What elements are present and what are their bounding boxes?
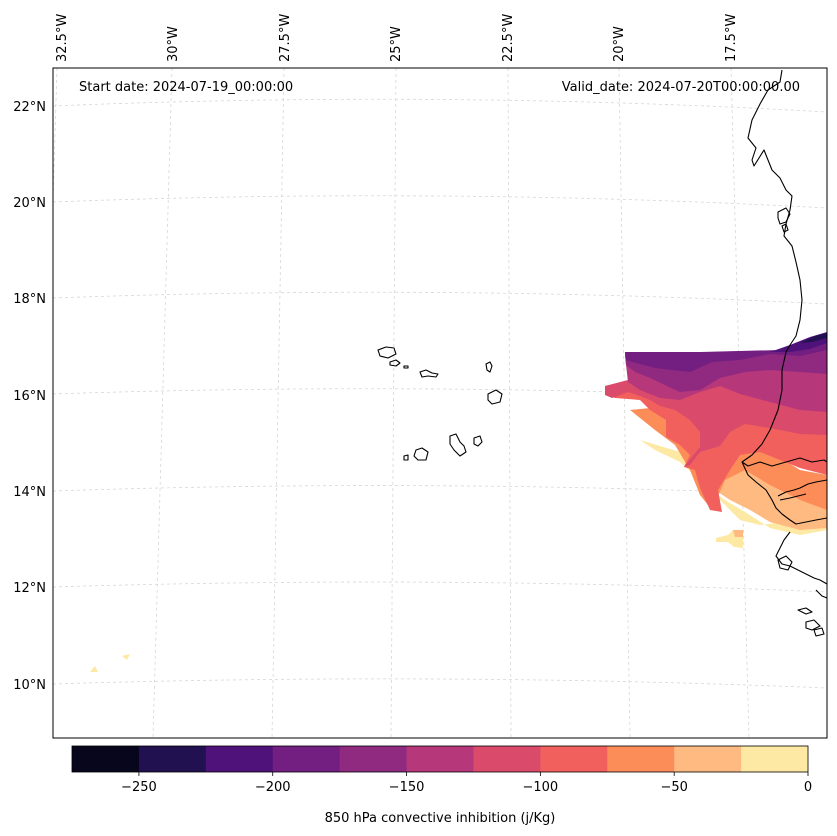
colorbar: −250 −200 −150 −100 −50 0 850 hPa convective …: [71, 745, 812, 826]
colorbar-swatch: [272, 746, 341, 772]
lat-label: 10°N: [13, 678, 46, 693]
meridian-22-5w: [507, 67, 512, 739]
africa-coastline: [741, 69, 828, 467]
cape-verde-fogo: [413, 447, 429, 461]
lon-label: 17.5°W: [724, 14, 739, 62]
lon-label: 32.5°W: [55, 14, 70, 62]
contour-level-175-200: [625, 336, 827, 372]
meridian-32-5w: [52, 67, 58, 201]
valid-date-annotation: Valid_date: 2024-07-20T00:00:00.00: [562, 80, 800, 95]
cape-verde-boa-vista: [487, 389, 503, 405]
lon-label: 22.5°W: [501, 14, 516, 62]
meridian-30w: [152, 67, 173, 739]
colorbar-frame: [71, 745, 809, 773]
colorbar-swatch: [339, 746, 408, 772]
lon-labels: 32.5°W 30°W 27.5°W 25°W 22.5°W 20°W 17.5…: [55, 14, 739, 62]
lat-labels: 22°N 20°N 18°N 16°N 14°N 12°N 10°N: [13, 100, 46, 693]
lat-label: 14°N: [13, 485, 46, 500]
meridian-20w: [618, 67, 631, 739]
cape-verde-sal: [485, 361, 493, 373]
lat-label: 20°N: [13, 196, 46, 211]
colorbar-tick-label: −100: [523, 780, 559, 795]
colorbar-swatch: [205, 746, 274, 772]
colorbar-swatch: [72, 746, 140, 772]
parallel-16n: [52, 388, 828, 401]
start-date-annotation: Start date: 2024-07-19_00:00:00: [79, 80, 293, 95]
meridian-25w: [390, 67, 397, 739]
lon-label: 30°W: [166, 26, 181, 62]
colorbar-ticks: −250 −200 −150 −100 −50 0: [121, 772, 812, 795]
colorbar-swatch: [473, 746, 541, 772]
colorbar-tick-label: −250: [121, 780, 157, 795]
colorbar-swatch: [540, 746, 608, 772]
lon-label: 20°W: [612, 26, 627, 62]
guinea-coast-south: [815, 589, 828, 599]
parallel-18n: [52, 291, 828, 305]
lat-label: 12°N: [13, 581, 46, 596]
colorbar-swatch: [138, 746, 207, 772]
parallel-12n: [52, 581, 828, 593]
lon-label: 27.5°W: [278, 14, 293, 62]
map-frame: [52, 67, 828, 739]
coastlines: [377, 69, 828, 637]
cape-verde-maio: [473, 435, 483, 447]
colorbar-tick-label: 0: [804, 780, 812, 795]
colorbar-tick-label: −200: [255, 780, 291, 795]
cape-verde-sao-nicolau: [419, 369, 439, 378]
cape-verde-brava: [403, 454, 409, 461]
cin-contours: [90, 332, 827, 672]
colorbar-tick-label: −50: [660, 780, 687, 795]
contour-level-200-225: [770, 332, 827, 352]
meridian-17-5w: [730, 67, 750, 739]
bijagos-islands: [797, 607, 825, 637]
gambia-river: [777, 479, 828, 497]
colorbar-swatch: [406, 746, 474, 772]
parallel-20n: [52, 195, 828, 209]
parallel-14n: [52, 485, 828, 497]
contour-small-patch-south-edge: [733, 530, 743, 537]
parallel-10n: [52, 678, 828, 689]
colorbar-swatches: [72, 746, 809, 772]
parallel-22n: [52, 98, 828, 113]
contour-level-225-250: [800, 333, 827, 343]
senegal-gambia-coast: [741, 461, 828, 525]
lon-label: 25°W: [389, 26, 404, 62]
graticule: [52, 67, 828, 739]
lat-label: 16°N: [13, 389, 46, 404]
gambia-river-south: [779, 493, 807, 501]
cape-verde-santo-antao: [377, 346, 397, 359]
guinea-bissau-islands: [777, 555, 793, 571]
cape-verde-santiago: [449, 433, 467, 457]
contour-small-patch-west-a: [90, 666, 98, 672]
meridian-27-5w: [271, 67, 285, 739]
lat-label: 22°N: [13, 100, 46, 115]
colorbar-tick-label: −150: [389, 780, 425, 795]
cape-verde-sao-vicente: [389, 359, 401, 367]
colorbar-swatch: [674, 746, 742, 772]
cape-verde-santa-luzia: [403, 365, 409, 369]
colorbar-swatch: [741, 746, 809, 772]
arguin-islands: [777, 207, 791, 233]
colorbar-swatch: [607, 746, 675, 772]
contour-small-patch-west-b: [122, 654, 130, 660]
colorbar-label: 850 hPa convective inhibition (j/Kg): [325, 811, 556, 826]
lat-label: 18°N: [13, 292, 46, 307]
